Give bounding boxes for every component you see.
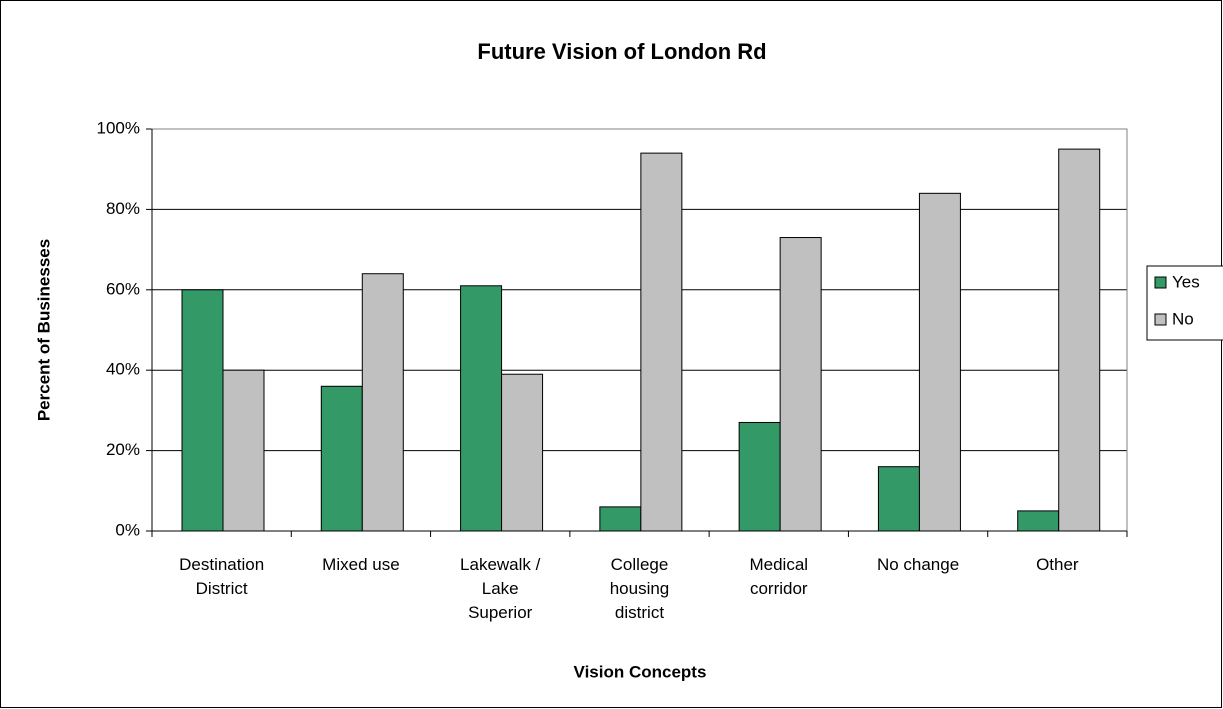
bar <box>1058 148 1101 532</box>
legend-label: No <box>1172 309 1194 328</box>
x-tick-label-box: Other <box>1036 555 1079 574</box>
bar <box>501 373 544 532</box>
legend-swatch <box>1154 276 1167 289</box>
x-tick-label-box: College housing district <box>609 555 670 622</box>
bar <box>320 385 363 532</box>
y-tick-label: 80% <box>106 199 140 218</box>
bar <box>738 421 781 532</box>
x-tick-label-box: Mixed use <box>322 555 400 574</box>
y-tick-label: 100% <box>97 118 140 137</box>
legend-swatch <box>1154 313 1167 326</box>
x-tick-label-box: Destination District <box>179 555 265 598</box>
x-tick-label: Other <box>1036 555 1079 574</box>
bar <box>460 285 503 532</box>
x-tick-label: Medical corridor <box>749 555 809 598</box>
x-tick-label: Mixed use <box>322 555 400 574</box>
bar <box>599 506 642 532</box>
bar <box>222 369 265 532</box>
legend-label: Yes <box>1172 272 1200 291</box>
x-tick-label: College housing district <box>609 555 670 622</box>
bar <box>779 237 822 532</box>
bar <box>877 466 920 532</box>
bar <box>1017 510 1060 532</box>
x-axis-title: Vision Concepts <box>574 662 707 681</box>
y-axis-title: Percent of Businesses <box>34 239 53 421</box>
y-tick-label: 20% <box>106 440 140 459</box>
x-tick-label-box: Lakewalk / Lake Superior <box>460 555 541 622</box>
y-tick-label: 0% <box>115 520 140 539</box>
bar <box>361 273 404 532</box>
bar <box>640 152 683 532</box>
x-tick-label-box: Medical corridor <box>749 555 809 598</box>
y-tick-label: 60% <box>106 279 140 298</box>
x-tick-label: No change <box>876 555 960 574</box>
chart-title: Future Vision of London Rd <box>477 39 766 64</box>
bar <box>181 289 224 532</box>
y-tick-label: 40% <box>106 360 140 379</box>
x-tick-label: Lakewalk / Lake Superior <box>460 555 541 622</box>
x-tick-label: Destination District <box>179 555 265 598</box>
x-tick-label-box: No change <box>876 555 960 574</box>
bar <box>918 192 961 532</box>
